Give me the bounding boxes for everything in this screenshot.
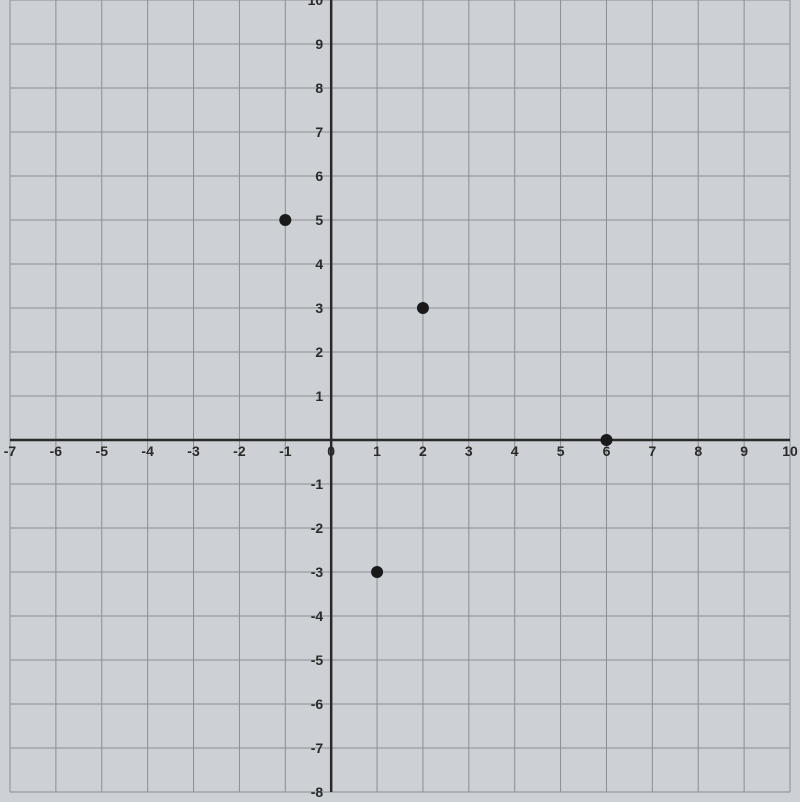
grid-svg: -7 -6 -5 -4 -3 -2 -1 0 1 2 3 4 5 6 7 8 9 10 -8 -7 -6 -5 -4 -3 -2… (0, 0, 800, 802)
x-tick-label: 10 (782, 443, 798, 459)
chart-background (0, 0, 800, 802)
y-tick-label: 2 (315, 344, 323, 360)
x-tick-label: -1 (279, 443, 292, 459)
y-tick-label: 3 (315, 300, 323, 316)
y-tick-label: -8 (311, 784, 324, 800)
x-tick-label: 8 (694, 443, 702, 459)
x-tick-label: 7 (648, 443, 656, 459)
y-tick-label: 5 (315, 212, 323, 228)
data-point (371, 566, 383, 578)
y-tick-label: -5 (311, 652, 324, 668)
y-tick-label: -7 (311, 740, 324, 756)
x-tick-label: 4 (511, 443, 519, 459)
y-tick-label: 7 (315, 124, 323, 140)
x-tick-label: 5 (557, 443, 565, 459)
data-point (600, 434, 612, 446)
x-tick-label: 3 (465, 443, 473, 459)
y-tick-label: -1 (311, 476, 324, 492)
x-tick-label: 2 (419, 443, 427, 459)
y-tick-label: -6 (311, 696, 324, 712)
y-tick-label: 1 (315, 388, 323, 404)
x-tick-label: -4 (141, 443, 154, 459)
data-point (417, 302, 429, 314)
y-tick-label: 9 (315, 36, 323, 52)
x-tick-label: 0 (327, 443, 335, 459)
x-tick-label: 1 (373, 443, 381, 459)
coordinate-grid-chart: -7 -6 -5 -4 -3 -2 -1 0 1 2 3 4 5 6 7 8 9 10 -8 -7 -6 -5 -4 -3 -2… (0, 0, 800, 802)
y-tick-label: 4 (315, 256, 323, 272)
y-tick-label: -3 (311, 564, 324, 580)
y-tick-label: -2 (311, 520, 324, 536)
x-tick-label: 9 (740, 443, 748, 459)
data-point (279, 214, 291, 226)
x-tick-label: -2 (233, 443, 246, 459)
x-tick-label: -6 (50, 443, 63, 459)
x-tick-label: -5 (96, 443, 109, 459)
y-tick-label: 10 (308, 0, 324, 8)
y-tick-label: -4 (311, 608, 324, 624)
x-tick-label: -3 (187, 443, 200, 459)
y-tick-label: 8 (315, 80, 323, 96)
x-tick-label: -7 (4, 443, 17, 459)
y-tick-label: 6 (315, 168, 323, 184)
